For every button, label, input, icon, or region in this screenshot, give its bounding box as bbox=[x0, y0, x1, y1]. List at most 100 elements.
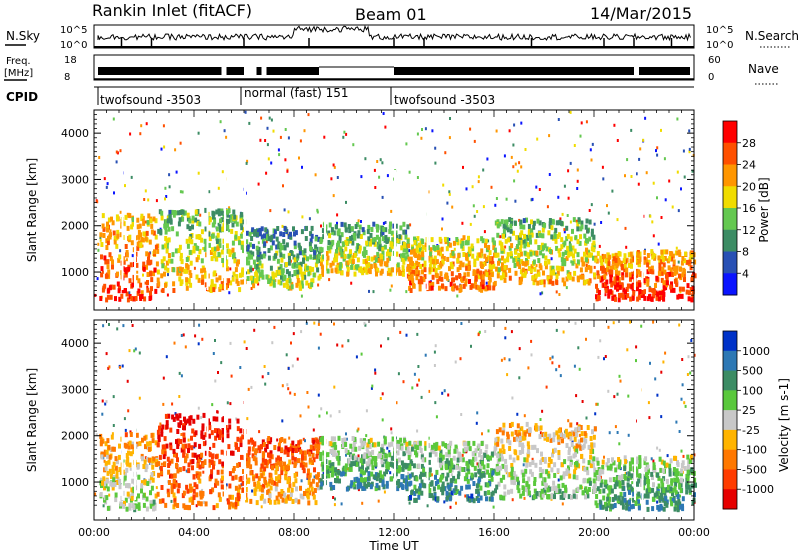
echo-cell bbox=[160, 431, 164, 437]
echo-cell bbox=[283, 245, 287, 251]
echo-cell bbox=[428, 472, 432, 478]
echo-cell bbox=[670, 281, 673, 287]
echo-cell bbox=[541, 492, 545, 498]
echo-cell bbox=[364, 250, 368, 255]
echo-cell bbox=[215, 416, 219, 422]
echo-cell bbox=[118, 254, 122, 260]
echo-cell bbox=[364, 267, 368, 273]
echo-cell bbox=[102, 233, 106, 238]
echo-cell bbox=[610, 282, 614, 288]
echo-cell bbox=[155, 486, 158, 490]
echo-cell bbox=[661, 266, 665, 272]
echo-cell bbox=[279, 457, 282, 462]
echo-cell bbox=[413, 484, 417, 490]
echo-cell bbox=[199, 490, 203, 496]
echo-cell bbox=[114, 465, 118, 471]
echo-cell bbox=[312, 457, 316, 463]
echo-cell bbox=[465, 255, 469, 261]
echo-cell bbox=[307, 468, 310, 474]
echo-cell bbox=[378, 246, 382, 252]
echo-cell bbox=[129, 432, 133, 437]
echo-cell bbox=[131, 254, 134, 258]
echo-cell bbox=[162, 402, 165, 406]
echo-cell bbox=[309, 231, 313, 237]
echo-cell bbox=[512, 165, 515, 169]
echo-cell bbox=[421, 244, 425, 250]
echo-cell bbox=[580, 121, 583, 125]
echo-cell bbox=[314, 244, 318, 250]
echo-cell bbox=[161, 498, 165, 504]
echo-cell bbox=[363, 485, 367, 491]
data-gap bbox=[634, 170, 636, 290]
echo-cell bbox=[494, 203, 497, 207]
echo-cell bbox=[592, 488, 596, 494]
echo-cell bbox=[557, 232, 561, 238]
echo-cell bbox=[101, 399, 104, 403]
echo-cell bbox=[278, 153, 281, 157]
echo-cell bbox=[303, 274, 307, 280]
echo-cell bbox=[644, 493, 647, 499]
echo-cell bbox=[317, 251, 321, 256]
echo-cell bbox=[195, 484, 199, 490]
echo-cell bbox=[252, 259, 256, 265]
echo-cell bbox=[581, 490, 585, 496]
echo-cell bbox=[276, 438, 279, 442]
echo-cell bbox=[573, 436, 577, 442]
echo-cell bbox=[662, 360, 665, 364]
echo-cell bbox=[364, 471, 366, 475]
echo-cell bbox=[339, 262, 343, 267]
echo-cell bbox=[119, 366, 122, 369]
echo-cell bbox=[483, 253, 487, 259]
echo-cell bbox=[207, 433, 211, 439]
echo-cell bbox=[176, 429, 180, 434]
echo-cell bbox=[188, 270, 192, 276]
echo-cell bbox=[106, 259, 110, 265]
echo-cell bbox=[658, 262, 662, 268]
echo-cell bbox=[362, 453, 366, 459]
echo-cell bbox=[315, 453, 319, 459]
echo-cell bbox=[331, 239, 335, 245]
echo-cell bbox=[518, 247, 522, 252]
echo-cell bbox=[126, 491, 130, 497]
echo-cell bbox=[571, 260, 575, 266]
echo-cell bbox=[160, 485, 164, 490]
echo-cell bbox=[525, 462, 529, 468]
echo-cell bbox=[193, 482, 197, 488]
echo-cell bbox=[367, 262, 371, 268]
echo-cell bbox=[440, 253, 444, 259]
echo-cell bbox=[575, 475, 579, 481]
echo-cell bbox=[638, 157, 641, 161]
echo-cell bbox=[167, 258, 171, 264]
echo-cell bbox=[398, 269, 402, 275]
echo-cell bbox=[408, 473, 412, 479]
echo-cell bbox=[460, 322, 463, 325]
echo-cell bbox=[349, 235, 353, 241]
echo-cell bbox=[642, 138, 645, 142]
echo-cell bbox=[527, 266, 531, 271]
freq-tick-low: 8 bbox=[64, 72, 70, 83]
echo-cell bbox=[138, 396, 141, 400]
echo-cell bbox=[149, 503, 153, 509]
echo-cell bbox=[675, 420, 678, 424]
echo-cell bbox=[385, 463, 389, 469]
echo-cell bbox=[288, 459, 292, 465]
echo-cell bbox=[660, 128, 662, 132]
echo-cell bbox=[467, 235, 470, 241]
echo-cell bbox=[569, 246, 573, 252]
echo-cell bbox=[478, 476, 482, 482]
echo-cell bbox=[260, 269, 264, 275]
echo-cell bbox=[129, 132, 132, 136]
echo-cell bbox=[196, 221, 200, 226]
echo-cell bbox=[582, 478, 586, 484]
echo-cell bbox=[635, 281, 639, 287]
echo-cell bbox=[277, 279, 281, 285]
echo-cell bbox=[408, 249, 411, 253]
echo-cell bbox=[484, 330, 487, 333]
echo-cell bbox=[510, 330, 513, 334]
echo-cell bbox=[100, 266, 104, 272]
echo-cell bbox=[406, 264, 410, 269]
echo-cell bbox=[264, 235, 268, 241]
echo-cell bbox=[144, 456, 147, 460]
echo-cell bbox=[149, 290, 152, 296]
echo-cell bbox=[196, 463, 200, 468]
